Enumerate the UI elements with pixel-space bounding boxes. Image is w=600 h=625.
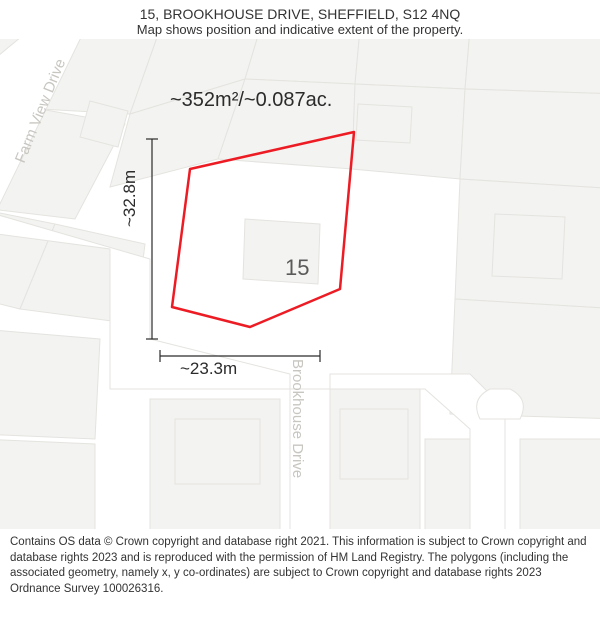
address-title: 15, BROOKHOUSE DRIVE, SHEFFIELD, S12 4NQ (10, 6, 590, 22)
subtitle: Map shows position and indicative extent… (10, 22, 590, 37)
house-number-label: 15 (285, 255, 309, 281)
width-measurement: ~23.3m (180, 359, 237, 379)
header: 15, BROOKHOUSE DRIVE, SHEFFIELD, S12 4NQ… (0, 0, 600, 39)
road-label-brookhouse: Brookhouse Drive (289, 359, 306, 478)
copyright-footer: Contains OS data © Crown copyright and d… (0, 529, 600, 607)
height-measurement: ~32.8m (120, 170, 140, 227)
area-measurement: ~352m²/~0.087ac. (170, 89, 332, 112)
map-container: ~352m²/~0.087ac. ~32.8m ~23.3m 15 Farm V… (0, 39, 600, 529)
